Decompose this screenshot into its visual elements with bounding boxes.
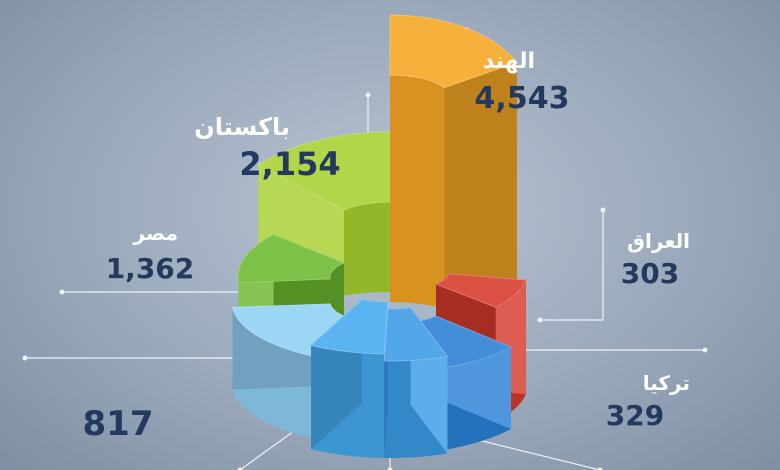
leader-dot-2	[702, 347, 708, 353]
slice-value-0: 4,543	[475, 81, 570, 116]
slice-value-8: 2,154	[239, 145, 340, 183]
slice-value-1: 303	[621, 257, 679, 290]
leader-dot-end-5	[237, 467, 243, 470]
slice-top-4	[383, 307, 449, 362]
slice-labels: الهند 4,543 العراق 303 تركيا 329 817 مصر 1,362 با…	[83, 49, 690, 444]
leader-dot-6	[22, 355, 28, 361]
slice-label-2: تركيا	[643, 371, 690, 395]
leader-dot-end-1	[537, 317, 543, 323]
slice-value-6: 817	[83, 404, 154, 444]
leader-dot-7	[59, 289, 65, 295]
leader-dot-end-4	[387, 467, 393, 470]
leader-dot-1	[600, 207, 606, 213]
donut-ring	[232, 14, 527, 458]
slice-label-7: مصر	[132, 221, 178, 245]
leader-line-1	[540, 210, 604, 321]
slice-top-0	[389, 14, 518, 89]
slice-top-7	[237, 234, 346, 284]
slice-value-7: 1,362	[106, 252, 195, 285]
slice-value-2: 329	[606, 399, 664, 432]
slice-label-1: العراق	[627, 229, 690, 253]
slice-label-0: الهند	[483, 49, 535, 74]
slice-top-2	[434, 273, 527, 308]
leader-dot-end-3	[597, 467, 603, 470]
slice-top-5	[310, 298, 389, 355]
slice-label-8: باكستان	[194, 113, 290, 141]
leader-dot-8	[365, 92, 371, 98]
slice-4	[383, 307, 449, 458]
